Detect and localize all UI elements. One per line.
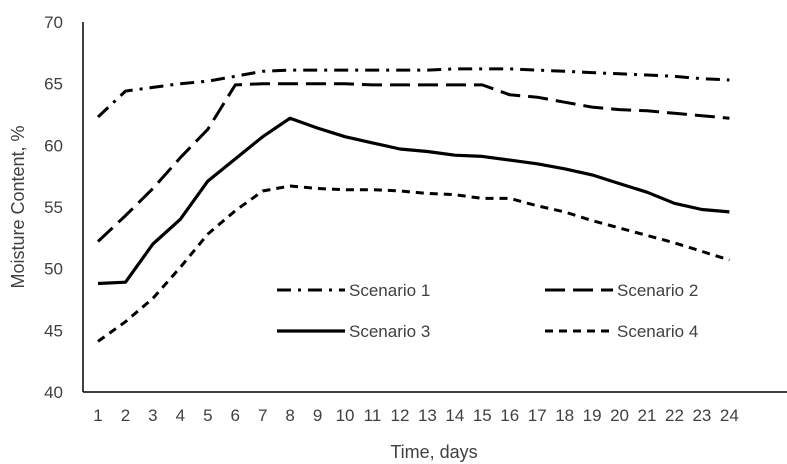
y-tick-label: 65	[44, 75, 63, 94]
x-tick-label: 18	[555, 406, 574, 425]
x-tick-label: 1	[93, 406, 102, 425]
x-tick-label: 24	[720, 406, 739, 425]
x-tick-label: 22	[665, 406, 684, 425]
x-tick-label: 12	[390, 406, 409, 425]
series-line-4	[97, 184, 730, 343]
x-tick-label: 15	[473, 406, 492, 425]
x-tick-label: 8	[285, 406, 294, 425]
y-tick-label: 60	[44, 136, 63, 155]
y-tick-labels: 40 45 50 55 60 65 70	[44, 13, 63, 402]
legend-label-2: Scenario 2	[617, 281, 698, 300]
x-tick-label: 10	[336, 406, 355, 425]
x-tick-label: 7	[258, 406, 267, 425]
y-tick-label: 40	[44, 383, 63, 402]
y-tick-label: 55	[44, 198, 63, 217]
x-axis-title: Time, days	[390, 442, 477, 462]
x-tick-label: 16	[500, 406, 519, 425]
legend: Scenario 1 Scenario 2 Scenario 3 Scenario 4	[277, 281, 698, 341]
x-tick-label: 6	[231, 406, 240, 425]
series-line-2	[96, 82, 730, 243]
y-tick-label: 45	[44, 321, 63, 340]
x-tick-label: 5	[203, 406, 212, 425]
y-axis-title: Moisture Content, %	[8, 125, 28, 288]
axes	[82, 22, 787, 393]
series-lines	[96, 67, 730, 343]
x-tick-label: 21	[638, 406, 657, 425]
legend-label-3: Scenario 3	[349, 322, 430, 341]
x-tick-label: 9	[313, 406, 322, 425]
x-tick-label: 19	[583, 406, 602, 425]
x-tick-label: 4	[176, 406, 185, 425]
x-tick-label: 2	[121, 406, 130, 425]
x-tick-label: 11	[364, 406, 382, 425]
x-tick-label: 13	[418, 406, 437, 425]
y-tick-label: 50	[44, 260, 63, 279]
y-tick-label: 70	[44, 13, 63, 32]
series-line-1	[96, 67, 730, 119]
x-tick-label: 3	[148, 406, 157, 425]
x-tick-label: 20	[610, 406, 629, 425]
x-tick-label: 14	[445, 406, 464, 425]
x-tick-label: 17	[528, 406, 547, 425]
x-tick-labels: 1 2 3 4 5 6 7 8 9 10 11 12 13 14 15 16 17 18 19 20 21 22 23 24	[93, 406, 739, 425]
legend-label-1: Scenario 1	[349, 281, 430, 300]
x-tick-label: 23	[692, 406, 711, 425]
series-line-3	[97, 116, 730, 286]
legend-label-4: Scenario 4	[617, 322, 698, 341]
